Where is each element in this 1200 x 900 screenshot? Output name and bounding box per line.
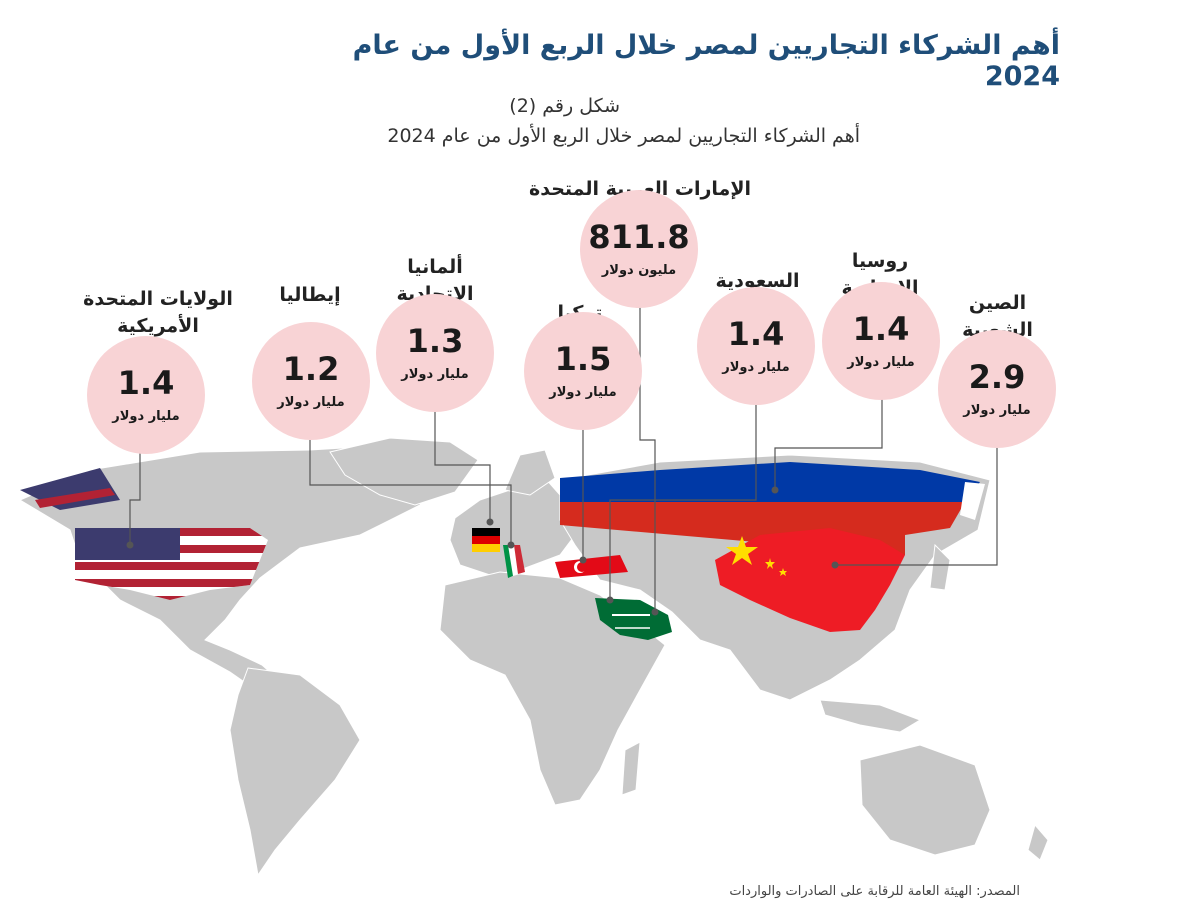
saudi-flag-region: [595, 598, 672, 640]
dot-turkey: [579, 556, 587, 564]
value-bubble-saudi: 1.4 مليار دولار: [697, 287, 815, 405]
partner-name-saudi: السعودية: [715, 270, 800, 292]
indonesia-landmass: [819, 699, 922, 733]
value-bubble-russia: 1.4 مليار دولار: [822, 282, 940, 400]
partner-value-russia: 1.4: [852, 309, 910, 348]
dot-china: [831, 561, 839, 569]
partner-unit-germany: مليار دولار: [401, 367, 469, 383]
greenland-landmass: [329, 437, 479, 506]
partner-value-italy: 1.2: [282, 349, 340, 388]
connector-china: [835, 445, 998, 566]
partner-unit-russia: مليار دولار: [847, 355, 915, 371]
partner-name-uae: الإمارات العربية المتحدة: [529, 178, 751, 200]
value-bubble-turkey: 1.5 مليار دولار: [524, 312, 642, 430]
partner-value-usa: 1.4: [117, 363, 175, 402]
dot-uae: [651, 608, 659, 616]
connector-germany: [434, 410, 491, 522]
connector-saudi: [609, 405, 757, 600]
partner-value-saudi: 1.4: [727, 314, 785, 353]
value-bubble-uae: 811.8 مليون دولار: [580, 190, 698, 308]
australia-landmass: [859, 744, 991, 856]
dot-saudi: [606, 596, 614, 604]
partner-unit-saudi: مليار دولار: [722, 360, 790, 376]
value-bubble-china: 2.9 مليار دولار: [938, 330, 1056, 448]
connector-usa: [129, 446, 141, 545]
partner-unit-turkey: مليار دولار: [549, 385, 617, 401]
madagascar-landmass: [621, 741, 641, 796]
china-flag-region: [715, 528, 905, 632]
partner-unit-italy: مليار دولار: [277, 395, 345, 411]
connector-russia: [774, 398, 883, 490]
partner-name-usa: الولايات المتحدة الأمريكية: [83, 288, 233, 337]
partner-unit-china: مليار دولار: [963, 403, 1031, 419]
italy-flag-region: [503, 545, 525, 578]
japan-landmass: [929, 543, 951, 591]
partner-value-germany: 1.3: [406, 321, 464, 360]
new-zealand-landmass: [1027, 823, 1049, 861]
page-title: أهم الشركاء التجاريين لمصر خلال الربع ال…: [352, 30, 1060, 92]
africa-landmass: [439, 571, 666, 806]
partner-unit-uae: مليون دولار: [601, 263, 677, 279]
dot-usa: [126, 541, 134, 549]
south-america-landmass: [229, 667, 361, 877]
partner-unit-usa: مليار دولار: [112, 409, 180, 425]
dot-russia: [771, 486, 779, 494]
partner-value-turkey: 1.5: [554, 339, 612, 378]
partner-name-italy: إيطاليا: [279, 284, 341, 306]
usa-flag-region: [75, 528, 268, 600]
value-bubble-italy: 1.2 مليار دولار: [252, 322, 370, 440]
partner-value-china: 2.9: [968, 357, 1026, 396]
source-note: المصدر: الهيئة العامة للرقابة على الصادر…: [729, 884, 1020, 899]
value-bubble-usa: 1.4 مليار دولار: [87, 336, 205, 454]
germany-flag-region: [472, 528, 500, 552]
value-bubble-germany: 1.3 مليار دولار: [376, 294, 494, 412]
dot-italy: [507, 541, 515, 549]
figure-subtitle: أهم الشركاء التجاريين لمصر خلال الربع ال…: [387, 125, 860, 147]
alaska-flag-region: [20, 468, 120, 510]
dot-germany: [486, 518, 494, 526]
scandinavia-landmass: [504, 449, 556, 496]
figure-label: شكل رقم (2): [509, 95, 620, 117]
partner-value-uae: 811.8: [588, 217, 690, 256]
connector-italy: [309, 440, 512, 545]
